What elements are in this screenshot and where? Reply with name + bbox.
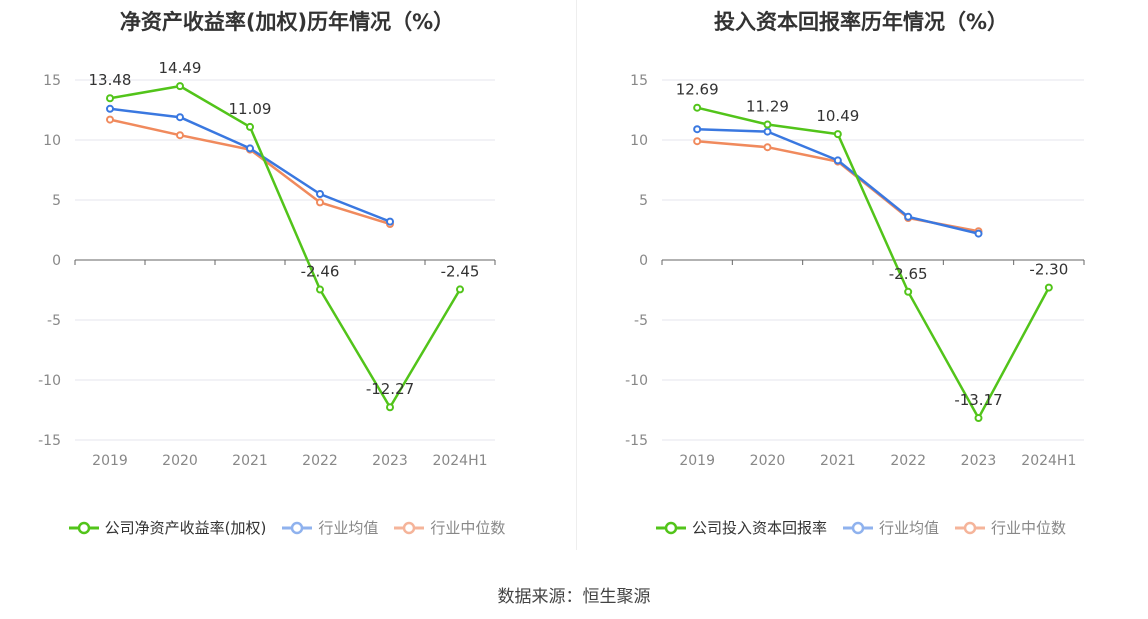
y-tick-label: 0 [52,253,61,269]
data-label: 11.09 [229,100,272,118]
data-point [176,113,184,122]
x-tick-label: 2023 [372,453,408,469]
legend-marker-icon [282,521,313,534]
x-tick-label: 2021 [232,453,268,469]
y-tick-label: 15 [43,73,61,89]
roic-chart-title: 投入资本回报率历年情况（%） [713,10,1009,34]
x-tick-label: 2020 [750,453,786,469]
data-source-note: 数据来源：恒生聚源 [497,587,651,607]
data-point [176,82,184,91]
x-tick-label: 2024H1 [1021,453,1076,469]
y-tick-label: -5 [47,313,61,329]
data-point [106,104,114,113]
data-point [974,229,983,238]
data-point [176,131,184,140]
data-label: -2.30 [1029,261,1068,279]
legend-label: 公司投入资本回报率 [691,519,827,537]
y-tick-label: -5 [634,313,648,329]
series-line [697,139,979,233]
x-tick-label: 2023 [961,453,997,469]
legend-item-company-roic[interactable]: 公司投入资本回报率 [655,517,827,538]
x-tick-label: 2019 [92,453,128,469]
legend-marker-icon [394,521,425,534]
data-label: 11.29 [746,98,789,116]
data-point [693,125,702,134]
data-point [763,143,772,152]
y-tick-label: 0 [639,253,648,269]
data-point [693,137,702,146]
y-tick-label: 10 [43,133,61,149]
x-tick-label: 2021 [820,453,856,469]
x-tick-label: 2022 [890,453,926,469]
legend-label: 行业中位数 [430,519,506,537]
legend-marker-icon [842,521,873,534]
legend-item-company-roe[interactable]: 公司净资产收益率(加权) [68,517,267,538]
legend-label: 行业均值 [878,519,939,537]
data-label: -2.46 [301,263,340,281]
y-tick-label: -15 [38,433,61,449]
data-point [106,94,114,103]
data-point [316,198,324,207]
x-tick-label: 2024H1 [432,453,487,469]
data-point [904,212,913,221]
data-point [246,144,254,153]
legend-label: 公司净资产收益率(加权) [104,519,267,537]
data-point [833,156,842,165]
y-tick-label: 15 [630,73,648,89]
data-point [456,285,464,294]
legend-item-industry-mean[interactable]: 行业均值 [842,517,939,538]
legend-item-industry-median[interactable]: 行业中位数 [955,517,1066,538]
data-point [763,127,772,136]
data-label: 13.48 [89,71,132,89]
legend-label: 行业均值 [318,519,379,537]
data-point [316,285,324,294]
legend-item-industry-median[interactable]: 行业中位数 [394,517,505,538]
data-label: -2.45 [441,262,480,280]
series-line [696,106,1050,420]
y-tick-label: -10 [625,373,648,389]
data-label: 10.49 [816,107,859,125]
roic-chart-plot: 15 10 5 0 -5 -10 -15 2019 2020 2021 2022 2023 2024H1… [625,73,1085,469]
y-tick-label: 10 [630,133,648,149]
data-point [386,403,394,412]
roe-chart-plot: 15 10 5 0 -5 -10 -15 2019 2020 2021 2022 2023 2024H1… [38,59,496,469]
legend-marker-icon [68,521,99,534]
data-point [693,103,702,112]
data-point [833,130,842,139]
panel-divider [576,0,577,550]
y-tick-label: -10 [38,373,61,389]
roe-chart-panel: 净资产收益率(加权)历年情况（%） 15 10 5 0 -5 -10 -15 2019 2020… [0,0,574,560]
roe-chart-legend: 公司净资产收益率(加权) 行业均值 行业中位数 [0,517,574,538]
data-point [763,120,772,129]
data-point [974,414,983,423]
data-label: 12.69 [676,81,719,99]
series-line [109,118,391,226]
legend-marker-icon [655,521,686,534]
y-tick-label: 5 [639,193,648,209]
data-label: -13.17 [954,391,1002,409]
data-label: -12.27 [366,380,414,398]
data-point [1044,283,1053,292]
legend-item-industry-mean[interactable]: 行业均值 [282,517,378,538]
x-tick-label: 2020 [162,453,198,469]
data-point [246,122,254,131]
x-tick-label: 2022 [302,453,338,469]
data-point [106,115,114,124]
roic-chart-panel: 投入资本回报率历年情况（%） 15 10 5 0 -5 -10 -15 2019 2020 202… [574,0,1148,560]
x-tick-label: 2019 [679,453,715,469]
data-point [316,190,324,198]
data-point [386,217,394,226]
series-line [109,84,462,409]
y-tick-label: 5 [52,193,61,209]
legend-marker-icon [955,521,985,534]
roe-chart-title: 净资产收益率(加权)历年情况（%） [119,10,455,34]
data-label: -2.65 [889,265,928,283]
data-point [904,287,913,296]
legend-label: 行业中位数 [991,519,1067,537]
y-tick-label: -15 [625,433,648,449]
data-label: 14.49 [159,59,202,77]
roic-chart-legend: 公司投入资本回报率 行业均值 行业中位数 [574,517,1148,538]
